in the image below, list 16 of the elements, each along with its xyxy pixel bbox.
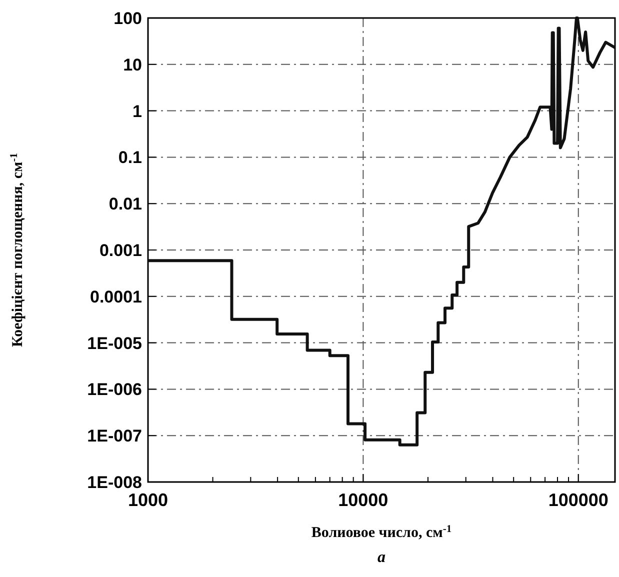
y-tick-label: 1E-007	[87, 426, 142, 446]
y-tick-label: 100	[114, 9, 142, 28]
y-tick-label: 1E-006	[87, 380, 142, 400]
y-tick-label: 1	[132, 102, 142, 121]
y-tick-label: 1E-005	[87, 334, 142, 353]
y-tick-label: 0.1	[118, 148, 142, 168]
y-tick-label: 1E-008	[87, 473, 142, 492]
y-tick-label: 0.001	[99, 241, 142, 260]
x-tick-label: 10000	[338, 490, 388, 510]
y-tick-label: 10	[123, 55, 142, 74]
x-tick-label: 1000	[128, 490, 168, 510]
x-axis-title: Волиовое число, см$^{-1}$	[311, 524, 452, 541]
x-tick-label: 100000	[548, 490, 608, 510]
y-tick-label: 0.0001	[90, 287, 142, 306]
y-tick-label: 0.01	[108, 194, 142, 214]
text: a	[378, 549, 386, 566]
